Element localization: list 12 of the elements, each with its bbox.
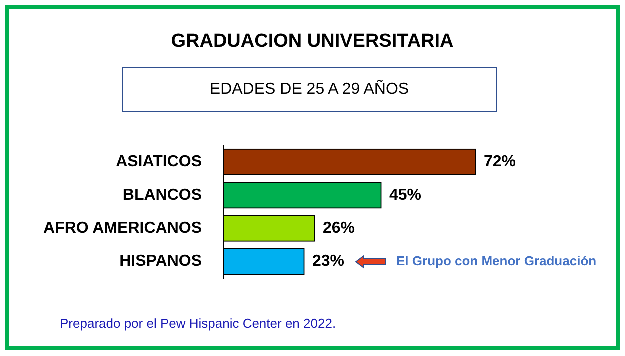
text: Preparado por el Pew Hispanic Center en 2022. <box>60 316 336 331</box>
data-label: 45% <box>390 186 422 204</box>
y-tick-label: BLANCOS <box>122 186 202 204</box>
y-tick-label: HISPANOS <box>120 253 202 270</box>
data-label: 72% <box>484 154 516 171</box>
data-label: 26% <box>323 220 356 238</box>
chart-subtitle: EDADES DE 25 A 29 AÑOS <box>122 67 497 112</box>
y-tick-label: AFRO AMERICANOS <box>43 220 202 238</box>
annotation: El Grupo con Menor Graduación <box>396 253 597 268</box>
data-label: 23% <box>312 253 345 270</box>
y-tick-label: ASIATICOS <box>116 154 202 171</box>
chart-title: GRADUACION UNIVERSITARIA <box>170 31 455 53</box>
